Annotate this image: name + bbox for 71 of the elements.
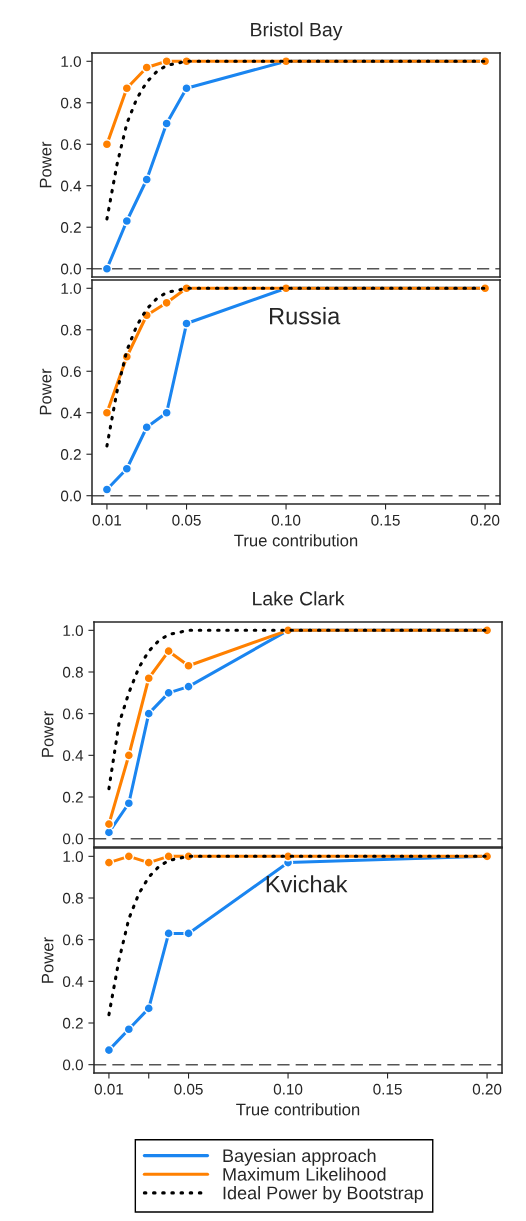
point [121, 463, 133, 474]
y-tick-label: 0.8 [62, 666, 83, 678]
x-tick-label: 0.20 [470, 514, 500, 526]
x-tick-label: 0.01 [94, 1083, 124, 1095]
point [141, 174, 152, 185]
point [123, 1024, 135, 1035]
y-tick-label: 0.2 [60, 449, 81, 460]
point [183, 681, 194, 692]
y-tick-label: 0.2 [62, 1017, 83, 1029]
point [183, 928, 194, 939]
y-tick-label: 1.0 [61, 283, 81, 294]
y-axis-title: Power [39, 368, 52, 415]
x-tick-label: 0.05 [172, 514, 201, 526]
y-axis-title: Power [41, 711, 54, 757]
x-axis-title: True contribution [236, 1103, 360, 1116]
legend-label: Bayesian approach [223, 1148, 376, 1166]
y-tick-label: 1.0 [63, 851, 83, 863]
point [143, 708, 154, 719]
y-tick-label: 0.8 [60, 97, 81, 109]
x-tick-label: 0.15 [371, 514, 400, 526]
y-tick-label: 0.6 [60, 139, 81, 150]
x-tick-label: 0.10 [271, 514, 301, 526]
y-tick-label: 1.0 [63, 625, 83, 637]
y-tick-label: 0.2 [62, 791, 83, 803]
y-axis-title: Power [39, 141, 52, 188]
x-tick-label: 0.15 [373, 1083, 402, 1095]
x-tick-label: 0.20 [472, 1083, 502, 1095]
y-tick-label: 0.0 [62, 833, 83, 845]
point [123, 798, 135, 809]
legend-label: Ideal Power by Bootstrap [223, 1186, 423, 1203]
y-tick-label: 1.0 [61, 56, 81, 67]
point [183, 660, 194, 671]
y-tick-label: 0.4 [60, 407, 82, 419]
y-tick-label: 0.2 [60, 222, 81, 233]
point [143, 673, 154, 684]
x-tick-label: 0.05 [174, 1083, 203, 1095]
point [143, 1003, 154, 1014]
point [161, 118, 172, 129]
point [101, 263, 113, 274]
point [163, 851, 174, 862]
y-tick-label: 0.0 [60, 263, 81, 275]
y-tick-label: 0.0 [62, 1059, 83, 1071]
annotation: Kvichak [266, 875, 348, 893]
point [123, 851, 135, 862]
chart-title: Lake Clark [253, 591, 345, 606]
y-axis-title: Power [41, 937, 54, 983]
x-tick-label: 0.10 [273, 1083, 303, 1095]
point [181, 318, 192, 329]
point [163, 645, 174, 657]
y-tick-label: 0.4 [62, 976, 84, 988]
annotation: Russia [270, 307, 341, 325]
point [141, 62, 152, 73]
y-tick-label: 0.6 [60, 366, 81, 377]
point [163, 687, 174, 699]
y-tick-label: 0.4 [60, 180, 82, 192]
y-tick-label: 0.0 [60, 490, 81, 502]
legend-label: Maximum Likelihood [223, 1167, 386, 1181]
point [161, 407, 172, 418]
point [181, 83, 192, 94]
y-tick-label: 0.6 [62, 934, 83, 946]
point [163, 928, 174, 939]
point [161, 297, 172, 309]
x-axis-title: True contribution [234, 534, 358, 547]
point [143, 857, 154, 868]
chart-title: Bristol Bay [251, 22, 343, 41]
point [141, 422, 152, 433]
y-tick-label: 0.4 [62, 750, 84, 762]
x-tick-label: 0.01 [92, 514, 122, 526]
y-tick-label: 0.8 [62, 892, 83, 904]
y-tick-label: 0.8 [60, 324, 81, 336]
y-tick-label: 0.6 [62, 708, 83, 720]
